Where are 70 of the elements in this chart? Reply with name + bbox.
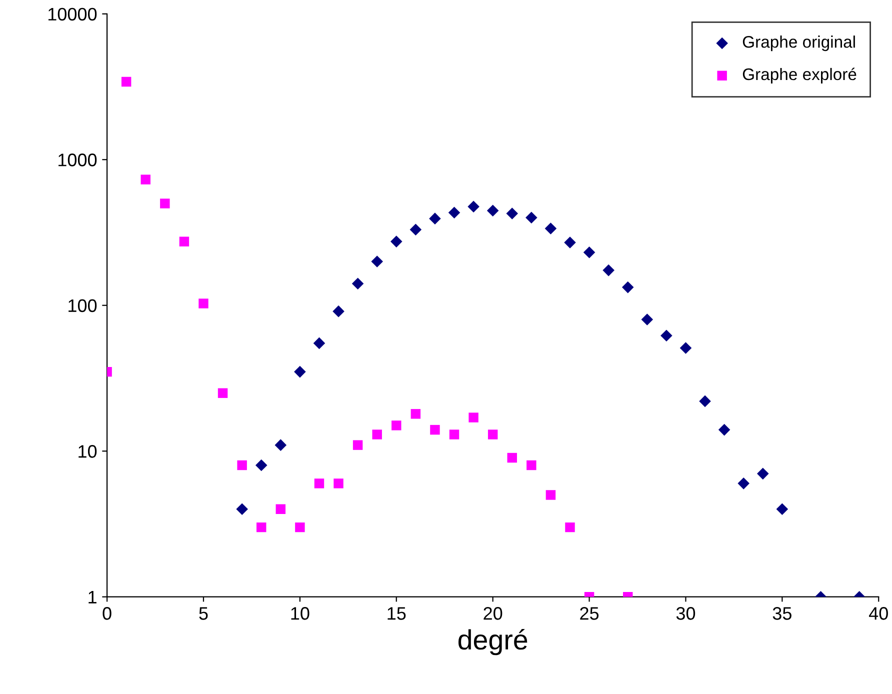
y-tick-label: 1 (88, 590, 96, 604)
point (160, 198, 170, 208)
point (680, 342, 692, 354)
point (430, 424, 440, 435)
x-tick-label: 15 (388, 607, 406, 620)
point (506, 208, 518, 220)
point (314, 478, 324, 488)
point (121, 76, 132, 87)
point (448, 206, 460, 218)
point (429, 212, 441, 224)
point (237, 460, 247, 470)
point (218, 388, 228, 398)
x-tick-label: 5 (199, 607, 208, 620)
point (660, 330, 672, 342)
point (274, 439, 287, 451)
point (468, 200, 480, 212)
point (352, 278, 364, 290)
point (410, 224, 422, 236)
point (699, 395, 711, 408)
x-tick-label: 35 (772, 607, 792, 620)
point (565, 522, 575, 532)
y-tick-label: 100 (68, 299, 97, 312)
point (507, 452, 517, 463)
point (332, 305, 344, 318)
point (449, 430, 460, 440)
x-tick-label: 0 (102, 607, 112, 620)
point (526, 460, 536, 470)
point (334, 478, 344, 488)
point (602, 264, 614, 276)
x-tick-label: 40 (868, 607, 888, 620)
point (295, 522, 305, 532)
point (179, 236, 190, 246)
point (622, 281, 634, 294)
point (738, 478, 750, 490)
point (546, 490, 556, 500)
point (718, 424, 730, 436)
point (392, 420, 402, 430)
point (352, 440, 363, 450)
legend-label: Graphe exploré (742, 68, 856, 84)
point (294, 366, 306, 378)
point (276, 504, 286, 514)
point (544, 222, 557, 234)
y-tick-label: 10000 (48, 8, 97, 21)
x-tick-label: 25 (580, 607, 599, 620)
point (372, 430, 382, 440)
point (776, 503, 788, 515)
x-tick-label: 20 (484, 607, 502, 620)
point (488, 430, 498, 440)
point (486, 204, 499, 216)
point (255, 459, 268, 472)
point (756, 468, 769, 480)
point (313, 337, 326, 350)
point (236, 503, 248, 515)
x-axis-title: degré (458, 628, 528, 656)
point (641, 314, 654, 326)
point (140, 174, 150, 184)
point (390, 236, 402, 248)
point (526, 212, 538, 224)
legend-label: Graphe original (742, 36, 855, 52)
point (468, 412, 478, 422)
point (256, 522, 266, 532)
y-tick-label: 1000 (58, 154, 97, 166)
point (410, 409, 421, 419)
point (564, 236, 576, 248)
point (198, 298, 208, 308)
point (371, 256, 383, 268)
x-tick-label: 10 (291, 607, 310, 620)
point (583, 246, 596, 258)
x-tick-label: 30 (676, 607, 696, 620)
y-tick-label: 10 (78, 445, 97, 458)
